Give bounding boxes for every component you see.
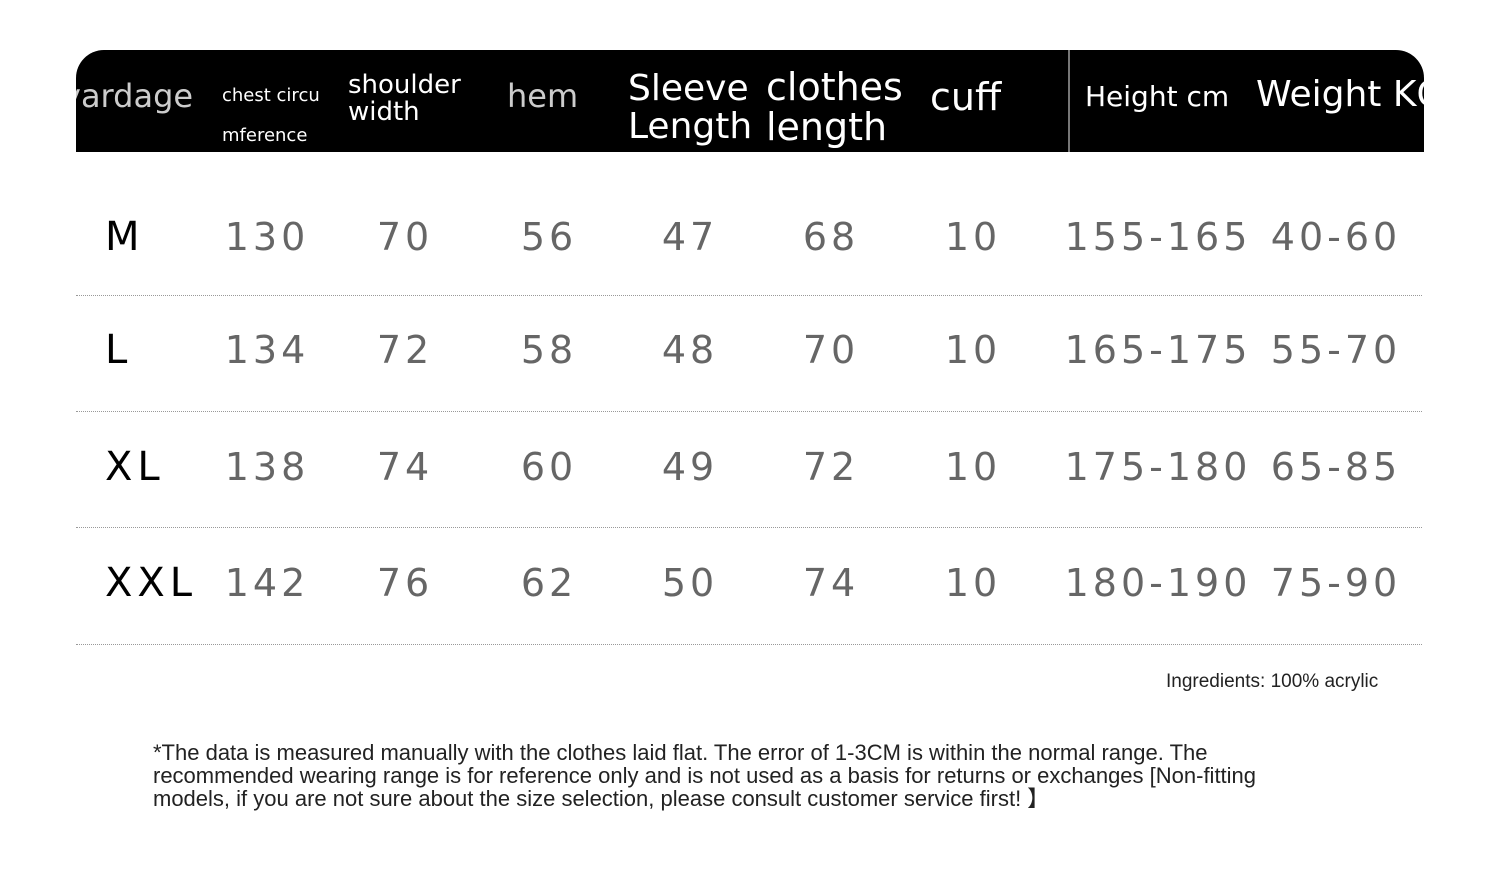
header-cell: Sleeve Length [628, 68, 753, 147]
value-cell: 10 [944, 328, 1002, 372]
value-cell: 142 [224, 561, 310, 605]
row-divider [76, 644, 1422, 645]
value-cell: 65-85 [1270, 445, 1402, 489]
value-cell: 40-60 [1270, 215, 1402, 259]
value-cell: 138 [224, 445, 310, 489]
value-cell: 62 [520, 561, 578, 605]
value-cell: 180-190 [1064, 561, 1252, 605]
size-cell: L [105, 327, 133, 373]
value-cell: 48 [661, 328, 719, 372]
value-cell: 175-180 [1064, 445, 1252, 489]
value-cell: 10 [944, 215, 1002, 259]
value-cell: 130 [224, 215, 310, 259]
size-cell: M [105, 214, 145, 260]
header-cell: chest circumference [222, 85, 320, 146]
table-header: yardage chest circumference shoulder width… [76, 50, 1424, 152]
header-cell: Height cm [1085, 80, 1230, 113]
value-cell: 75-90 [1270, 561, 1402, 605]
header-cell: Weight KG [1256, 74, 1424, 115]
value-cell: 72 [376, 328, 434, 372]
value-cell: 134 [224, 328, 310, 372]
value-cell: 74 [802, 561, 860, 605]
value-cell: 70 [376, 215, 434, 259]
footnote: *The data is measured manually with the … [153, 740, 1257, 811]
value-cell: 155-165 [1064, 215, 1252, 259]
header-cell: cuff [930, 75, 1002, 119]
value-cell: 49 [661, 445, 719, 489]
size-cell: XXL [105, 560, 198, 606]
value-cell: 60 [520, 445, 578, 489]
value-cell: 70 [802, 328, 860, 372]
value-cell: 10 [944, 561, 1002, 605]
row-divider [76, 411, 1422, 412]
value-cell: 68 [802, 215, 860, 259]
header-cell: shoulder width [348, 70, 461, 128]
size-cell: XL [105, 444, 165, 490]
row-divider [76, 295, 1422, 296]
header-cell: hem [507, 77, 579, 115]
header-separator [1068, 50, 1070, 152]
value-cell: 165-175 [1064, 328, 1252, 372]
value-cell: 10 [944, 445, 1002, 489]
value-cell: 47 [661, 215, 719, 259]
header-cell: yardage [76, 77, 194, 115]
value-cell: 55-70 [1270, 328, 1402, 372]
value-cell: 56 [520, 215, 578, 259]
ingredients-note: Ingredients: 100% acrylic [1166, 671, 1379, 692]
row-divider [76, 527, 1422, 528]
header-cell: clothes length [766, 65, 903, 149]
value-cell: 58 [520, 328, 578, 372]
value-cell: 74 [376, 445, 434, 489]
value-cell: 76 [376, 561, 434, 605]
value-cell: 50 [661, 561, 719, 605]
value-cell: 72 [802, 445, 860, 489]
